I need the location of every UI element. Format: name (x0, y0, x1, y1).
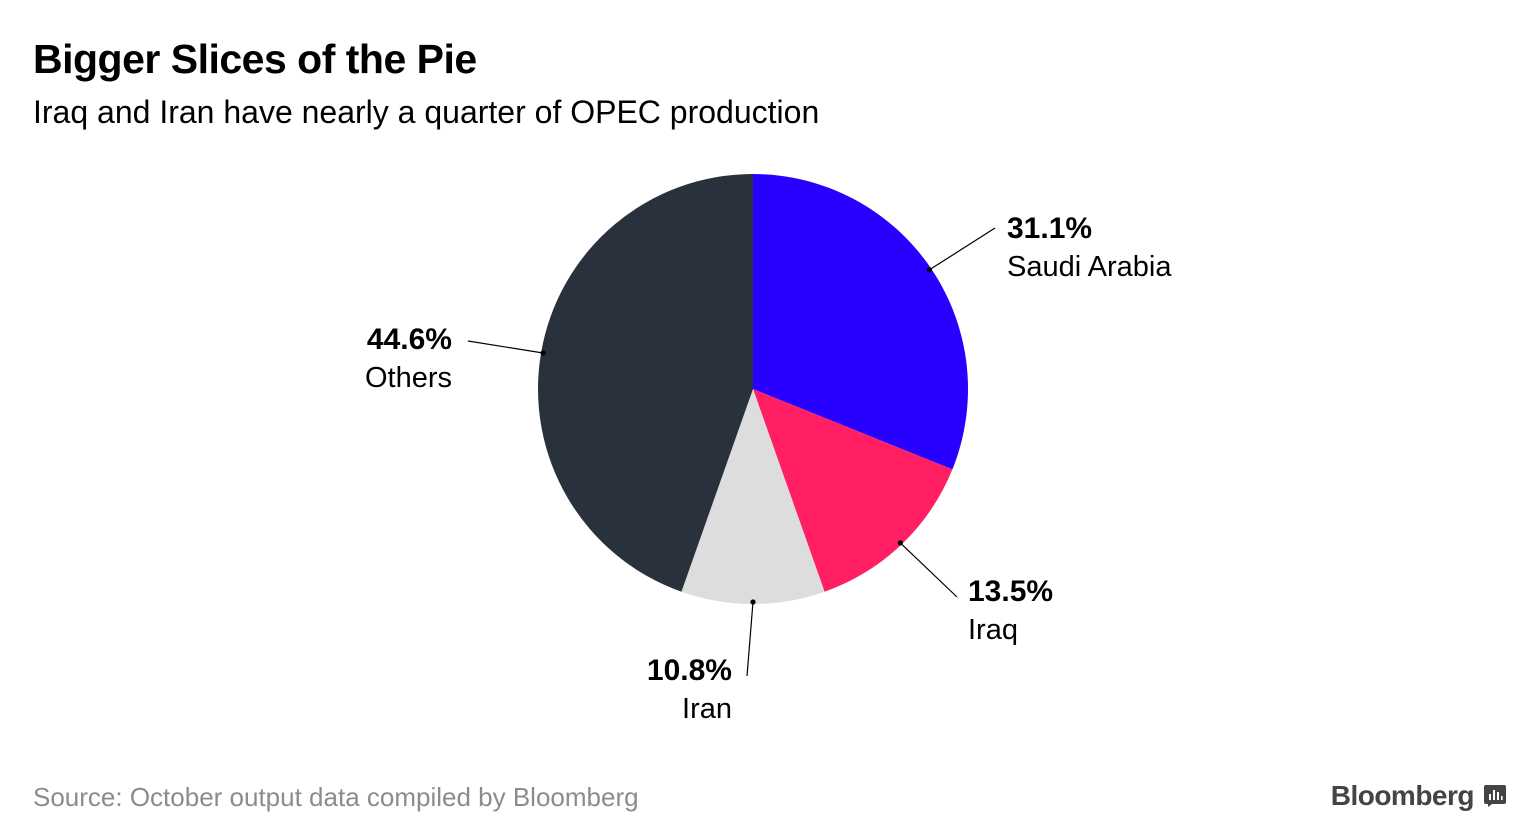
slice-value-label-saudi-arabia: 31.1% (1007, 212, 1092, 245)
pie-slice-iran (681, 389, 825, 604)
leader-dot-iran (750, 599, 756, 605)
slice-name-label-others: Others (365, 362, 452, 394)
leader-line-iran (746, 601, 754, 677)
slice-name-label-iran: Iran (682, 693, 732, 725)
leader-line-others (467, 340, 544, 354)
pie-slice-iraq (753, 389, 953, 592)
pie-slice-saudi-arabia (753, 174, 968, 470)
slice-value-label-iran: 10.8% (647, 654, 732, 687)
leader-dot-others (540, 350, 546, 356)
chart-title: Bigger Slices of the Pie (33, 36, 477, 82)
pie-slice-others (538, 174, 753, 592)
brand: Bloomberg (1331, 780, 1506, 812)
bloomberg-chart-icon (1484, 785, 1506, 807)
slice-name-label-saudi-arabia: Saudi Arabia (1007, 251, 1172, 283)
leader-line-saudi-arabia (929, 227, 996, 271)
leader-line-iraq (899, 542, 958, 598)
brand-name: Bloomberg (1330, 780, 1475, 811)
slice-value-label-iraq: 13.5% (968, 575, 1053, 608)
slice-name-label-iraq: Iraq (968, 614, 1018, 646)
leader-dot-saudi-arabia (926, 267, 933, 273)
source-note: Source: October output data compiled by … (33, 782, 639, 812)
slice-value-label-others: 44.6% (367, 323, 452, 356)
leader-dot-iraq (897, 540, 903, 546)
chart-subtitle: Iraq and Iran have nearly a quarter of O… (33, 94, 820, 130)
